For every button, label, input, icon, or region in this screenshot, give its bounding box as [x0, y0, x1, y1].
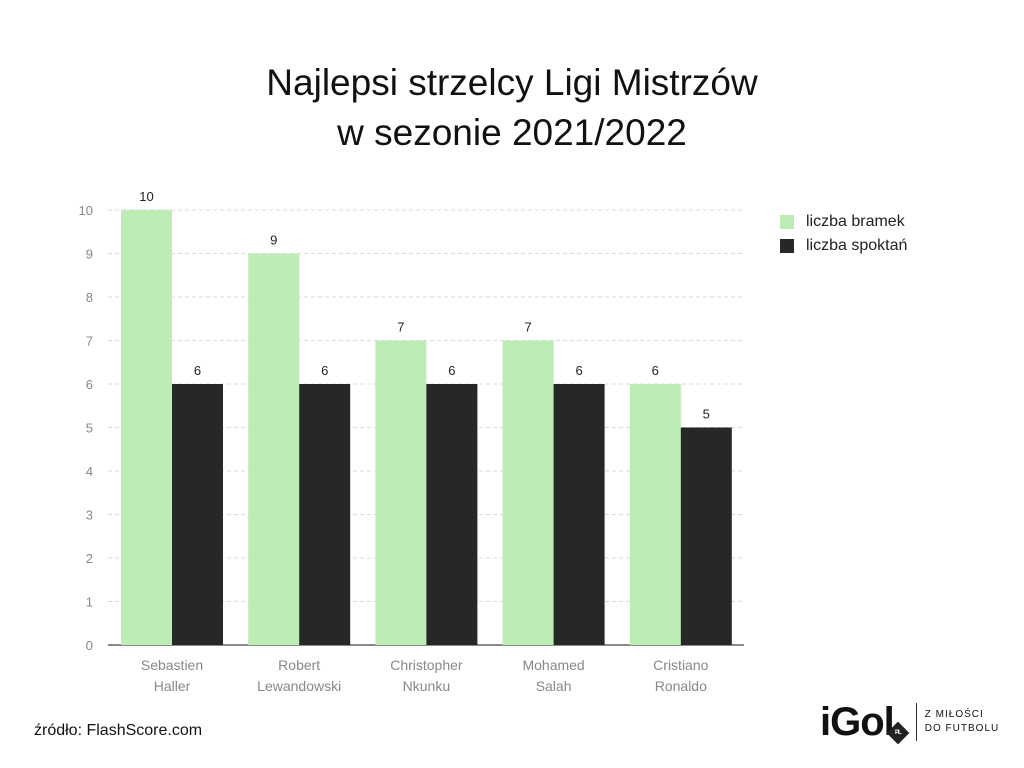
- bar: [502, 340, 554, 645]
- legend-label-goals: liczba bramek: [806, 213, 905, 230]
- legend-item-goals: liczba bramek: [780, 210, 907, 234]
- y-tick-label: 4: [86, 464, 93, 479]
- brand-logo-block: iGol PL Z MIŁOŚCI DO FUTBOLU: [820, 700, 999, 744]
- bar: [299, 384, 351, 645]
- y-tick-label: 7: [86, 334, 93, 349]
- chart-legend: liczba bramek liczba spoktań: [780, 210, 907, 258]
- legend-swatch-goals: [780, 215, 794, 229]
- y-tick-label: 1: [86, 595, 93, 610]
- x-tick-label: Haller: [154, 678, 191, 694]
- brand-divider: [915, 703, 917, 741]
- tagline-line-1: Z MIŁOŚCI: [924, 709, 984, 720]
- data-label: 6: [194, 363, 201, 378]
- data-label: 6: [448, 363, 455, 378]
- bar: [121, 210, 172, 645]
- chart-title-line-2: w sezonie 2021/2022: [337, 112, 687, 153]
- data-label: 7: [397, 320, 404, 335]
- brand-tagline: Z MIŁOŚCI DO FUTBOLU: [925, 708, 999, 736]
- y-tick-label: 9: [86, 247, 93, 262]
- x-tick-label: Nkunku: [403, 678, 450, 694]
- chart-title-line-1: Najlepsi strzelcy Ligi Mistrzów: [266, 62, 758, 103]
- data-label: 9: [270, 233, 277, 248]
- x-tick-label: Christopher: [390, 657, 463, 673]
- y-tick-label: 5: [86, 421, 93, 436]
- tagline-line-2: DO FUTBOLU: [924, 723, 1000, 734]
- bar: [553, 384, 605, 645]
- x-tick-label: Mohamed: [522, 657, 584, 673]
- data-label: 10: [139, 189, 153, 204]
- data-label: 6: [575, 363, 582, 378]
- x-tick-label: Lewandowski: [257, 678, 341, 694]
- legend-item-matches: liczba spoktań: [780, 234, 907, 258]
- y-tick-label: 10: [79, 203, 93, 218]
- legend-label-matches: liczba spoktań: [806, 237, 908, 254]
- igol-logo: iGol PL: [820, 699, 910, 745]
- source-note: źródło: FlashScore.com: [34, 722, 203, 739]
- legend-swatch-matches: [780, 239, 794, 253]
- x-tick-label: Salah: [536, 678, 572, 694]
- bar: [629, 384, 681, 645]
- x-tick-label: Robert: [278, 657, 320, 673]
- y-tick-label: 6: [86, 377, 93, 392]
- y-tick-label: 2: [86, 551, 93, 566]
- x-tick-label: Cristiano: [653, 657, 708, 673]
- logo-text: iGol: [820, 699, 895, 744]
- x-tick-label: Ronaldo: [655, 678, 707, 694]
- bar: [680, 427, 732, 645]
- data-label: 7: [524, 320, 531, 335]
- data-label: 6: [321, 363, 328, 378]
- pl-badge-text: PL: [894, 729, 901, 736]
- chart-title: Najlepsi strzelcy Ligi Mistrzów w sezoni…: [0, 58, 1024, 158]
- bar: [172, 384, 223, 645]
- data-label: 5: [703, 407, 710, 422]
- data-label: 6: [652, 363, 659, 378]
- bar: [375, 340, 427, 645]
- bar: [426, 384, 478, 645]
- y-tick-label: 8: [86, 290, 93, 305]
- x-tick-label: Sebastien: [141, 657, 203, 673]
- y-tick-label: 3: [86, 508, 93, 523]
- bar: [248, 253, 300, 645]
- y-tick-label: 0: [86, 638, 93, 653]
